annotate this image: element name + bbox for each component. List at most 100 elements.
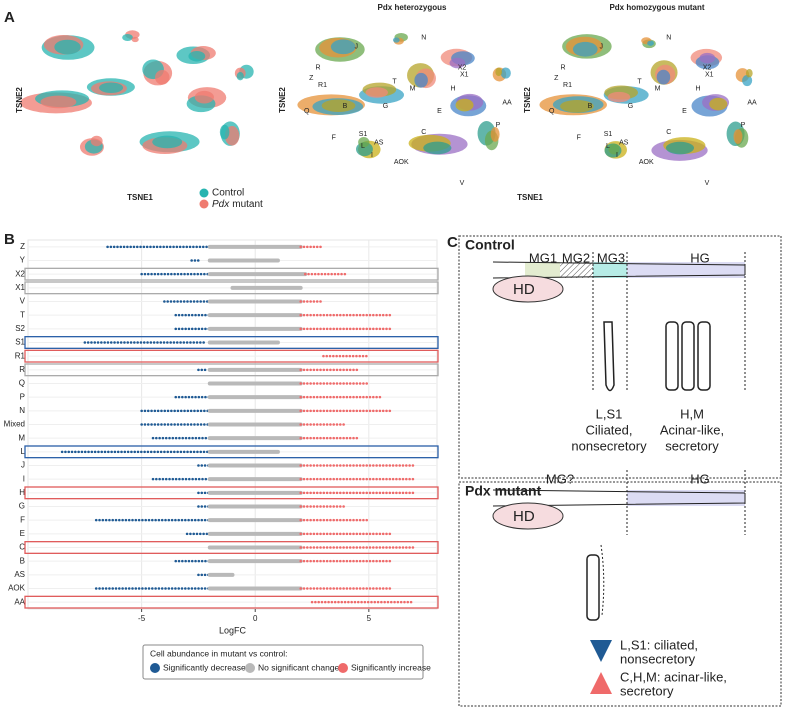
cluster-blob [219,124,230,140]
cluster-label: P [496,122,501,129]
y-tick-label: AS [14,570,25,579]
y-tick-label: J [21,461,25,470]
y-tick-label: N [19,406,25,415]
cluster-label: AS [374,140,384,147]
axis-label: TSNE1 [127,193,153,202]
region-label: MG1 [529,250,557,265]
highlight-box [24,267,439,281]
axis-label: TSNE1 [517,193,543,202]
cluster-label: M [655,85,661,92]
cluster-label: E [682,108,687,115]
cluster-label: AA [747,99,757,106]
cluster-label: N [421,35,426,42]
cluster-label: X2 [458,64,467,71]
legend-label: Control [212,188,244,199]
y-tick-label: H [19,488,25,497]
cluster-blob [455,98,474,112]
mutant-cell [586,554,600,621]
cluster-label: S1 [604,131,613,138]
y-tick-label: Y [20,256,26,265]
cluster-label: I [371,152,373,159]
legend-label: nonsecretory [620,651,696,666]
cluster-blob [560,99,594,113]
y-tick-label: C [19,543,25,552]
region-label: MG3 [597,250,625,265]
cluster-blob [490,127,500,142]
cluster-blob [495,67,503,77]
cluster-label: C [666,129,671,136]
axis-label: TSNE2 [523,87,532,113]
cluster-label: S1 [359,131,368,138]
cluster-label: N [666,35,671,42]
cluster-blob [365,87,389,98]
y-tick-label: Z [20,242,25,251]
y-tick-label: S2 [15,324,25,333]
faded-cell [600,544,605,616]
cluster-blob [414,72,428,88]
panel-label: C [447,234,458,251]
cluster-blob [321,99,356,112]
cell-label: Ciliated, [586,422,633,437]
y-tick-label: T [20,310,25,319]
cluster-blob [607,91,631,103]
hd [492,275,564,303]
axis-label: LogFC [219,625,247,635]
cluster-label: X2 [703,64,712,71]
cell-label: secretory [665,438,719,453]
y-tick-label: G [19,502,25,511]
region [525,262,560,278]
cluster-blob [54,39,81,55]
cluster-label: P [741,122,746,129]
cluster-label: F [332,134,336,141]
cluster-blob [155,70,170,85]
x-tick-label: 5 [367,614,372,623]
legend-swatch [199,188,209,198]
ciliated-cell [603,321,615,392]
highlight-box [24,445,439,459]
panel-box [458,235,782,479]
cluster-blob [709,97,728,111]
legend-triangle [590,640,612,662]
cluster-blob [500,67,511,79]
cluster-label: M [410,85,416,92]
cluster-label: I [616,152,618,159]
cluster-blob [392,37,400,43]
cluster-blob [665,141,695,155]
y-tick-label: AOK [8,584,26,593]
cluster-label: Z [309,75,314,82]
cluster-blob [330,39,356,55]
y-tick-label: P [20,392,25,401]
cluster-blob [423,141,452,155]
cluster-label: J [355,43,359,50]
cluster-label: R [315,64,320,71]
highlight-box [24,363,439,377]
legend-title: Cell abundance in mutant vs control: [150,648,288,658]
cluster-label: Z [554,75,559,82]
cluster-label: G [383,103,388,110]
cluster-label: H [450,85,455,92]
cluster-label: L [606,143,610,150]
cluster-label: Q [549,108,555,115]
y-tick-label: M [18,433,25,442]
highlight-box [24,336,439,349]
cluster-blob [745,69,753,78]
highlight-box [24,541,439,554]
cluster-blob [733,129,743,144]
y-tick-label: X1 [15,283,25,292]
cluster-label: G [628,103,633,110]
highlight-box [24,349,439,363]
cell-label: L,S1 [596,406,623,421]
box-title: Pdx mutant [465,483,542,499]
legend-label: No significant change [258,662,340,672]
region-label: HG [690,471,710,486]
region-label: HD [513,281,535,298]
legend-swatch [338,663,348,673]
cluster-blob [449,57,466,69]
region [593,262,627,278]
panel-label: B [4,231,15,248]
highlight-box [24,486,439,500]
y-tick-label: F [20,515,25,524]
y-tick-label: R [19,365,25,374]
legend-swatch [245,663,255,673]
cluster-blob [188,50,206,62]
